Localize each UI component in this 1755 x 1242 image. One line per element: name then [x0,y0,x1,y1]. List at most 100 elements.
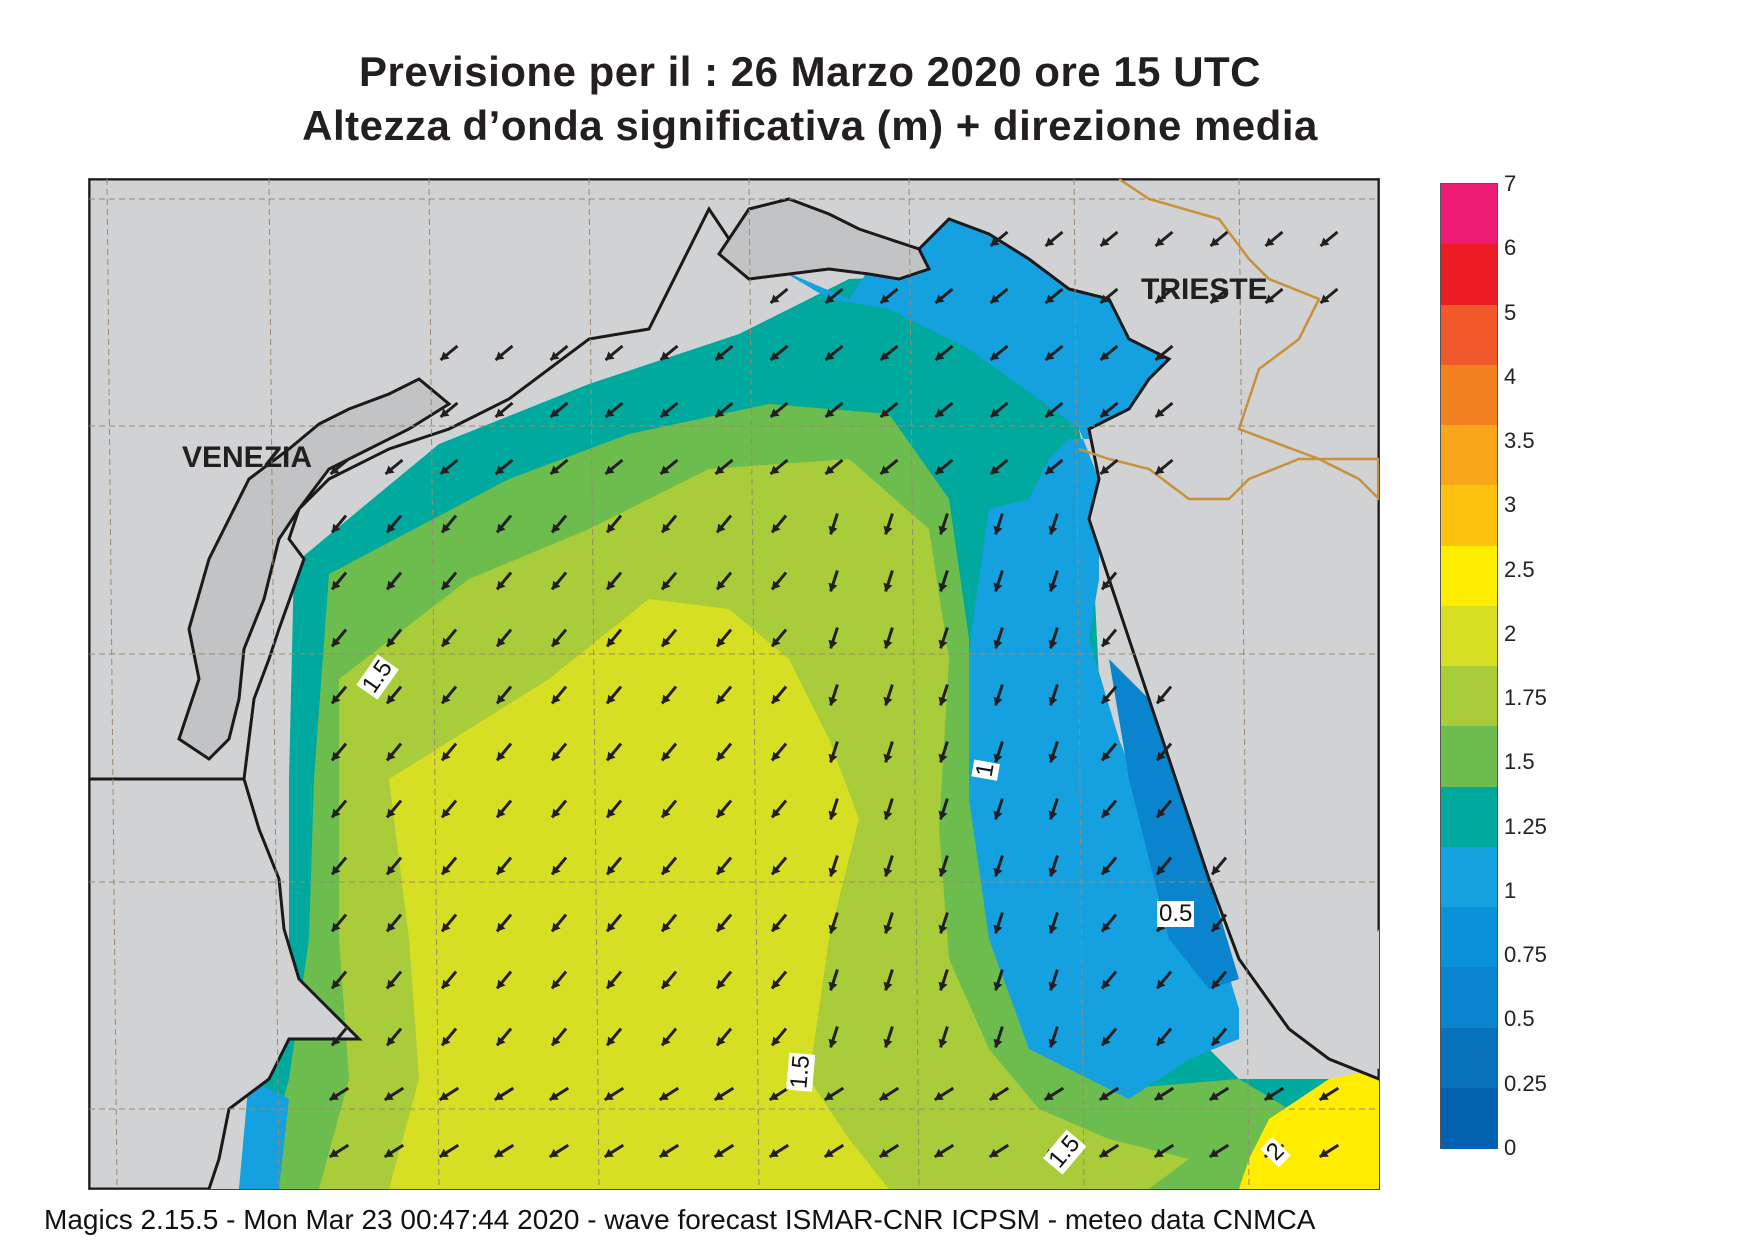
direction-arrow-head [1044,1091,1054,1100]
direction-arrow-head [1211,979,1221,989]
direction-arrow-head [551,580,561,590]
land-south-right [1319,929,1379,1069]
zone-1.75-2m [389,599,889,1189]
direction-arrow-head [883,639,893,649]
direction-arrow-head [824,1148,834,1157]
direction-arrow-head [716,694,726,704]
direction-arrow-head [1319,1091,1329,1100]
direction-arrow-head [771,580,781,590]
direction-arrow-head [1099,1091,1109,1100]
direction-arrow-head [938,981,948,991]
direction-arrow-head [551,637,561,647]
direction-arrow-head [938,753,948,763]
direction-arrow-head [993,582,1003,592]
direction-arrow-head [1048,924,1058,934]
direction-arrow-head [1156,865,1166,875]
direction-arrow-head [938,810,948,820]
direction-arrow-head [660,465,670,475]
direction-arrow-head [1045,294,1055,304]
direction-arrow-head [716,637,726,647]
direction-arrow-head [828,525,838,535]
direction-arrow-head [495,408,505,418]
direction-arrow-head [828,753,838,763]
direction-arrow-head [771,637,781,647]
direction-arrow-head [1101,808,1111,818]
legend-label: 6 [1504,235,1517,261]
direction-arrow-head [714,1091,724,1100]
direction-arrow-head [1155,465,1165,475]
direction-arrow-head [1210,237,1220,247]
direction-arrow-head [1156,979,1166,989]
direction-arrow-head [606,751,616,761]
legend-label: 2 [1504,620,1517,646]
direction-arrow-head [716,808,726,818]
direction-arrow-head [1101,694,1111,704]
direction-arrow-head [770,465,780,475]
grid-line [588,179,600,1189]
direction-arrow-head [331,865,341,875]
direction-arrow-head [935,465,945,475]
direction-arrow-head [1045,465,1055,475]
direction-arrow-head [990,465,1000,475]
direction-arrow-head [714,1148,724,1157]
direction-arrow-head [1156,1036,1166,1046]
direction-arrow-head [770,351,780,361]
direction-arrow-head [769,1148,779,1157]
map-title-line-2: Altezza d’onda significativa (m) + direz… [302,102,1318,149]
direction-arrow-head [1100,351,1110,361]
grid-line [428,179,440,1189]
direction-arrow-head [1211,1036,1221,1046]
direction-arrow-head [331,979,341,989]
direction-arrow-head [494,1148,504,1157]
direction-arrow-head [1155,351,1165,361]
direction-arrow-head [606,808,616,818]
direction-arrow-head [935,351,945,361]
direction-arrow-head [825,351,835,361]
direction-arrow-head [496,694,506,704]
direction-arrow-head [879,1148,889,1157]
grid-line [908,179,920,1189]
direction-arrow-head [661,694,671,704]
land-gulf-trieste [717,197,932,281]
direction-arrow-head [1048,1038,1058,1048]
direction-arrow-head [883,981,893,991]
legend-label: 7 [1504,171,1517,196]
direction-arrow-head [494,1091,504,1100]
direction-arrow-head [938,1038,948,1048]
direction-arrow-head [828,924,838,934]
direction-arrow-head [990,408,1000,418]
legend-swatch [1441,1087,1497,1149]
direction-arrow-head [771,922,781,932]
direction-arrow-head [440,408,450,418]
direction-arrow-head [1101,922,1111,932]
direction-arrow-head [384,1148,394,1157]
direction-arrow-head [1100,237,1110,247]
direction-arrow-head [661,523,671,533]
direction-arrow-head [605,465,615,475]
direction-arrow-head [606,694,616,704]
direction-arrow-head [825,408,835,418]
direction-arrow-head [934,1148,944,1157]
direction-arrow-head [549,1091,559,1100]
contour-label: 0.5 [1157,900,1195,927]
legend-label: 3 [1504,492,1517,518]
direction-arrow-head [385,465,395,475]
direction-arrow-head [606,637,616,647]
direction-arrow-head [330,465,340,475]
direction-arrow-head [993,639,1003,649]
direction-arrow-head [1209,1148,1219,1157]
direction-arrow-head [1211,922,1221,932]
direction-arrow-head [993,867,1003,877]
direction-arrow-head [880,408,890,418]
direction-arrow-head [440,351,450,361]
direction-arrow-head [1101,751,1111,761]
direction-arrow-head [771,979,781,989]
direction-arrow-head [993,753,1003,763]
direction-arrow-head [771,751,781,761]
direction-arrow-head [1048,696,1058,706]
direction-arrow-head [331,694,341,704]
city-label-trieste: TRIESTE [1141,273,1268,306]
direction-arrow-head [1155,294,1165,304]
direction-arrow-head [551,865,561,875]
direction-arrow-head [938,582,948,592]
